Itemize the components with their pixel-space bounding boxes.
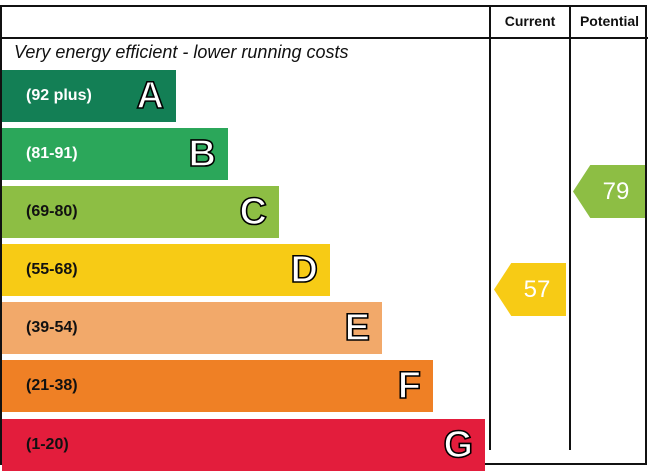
band-bar-d: (55-68) D xyxy=(2,244,330,296)
band-letter: D xyxy=(290,248,319,292)
band-bar-g: (1-20) G xyxy=(2,419,485,471)
band-letter: E xyxy=(344,306,371,350)
potential-column-divider xyxy=(569,5,571,450)
efficiency-caption: Very energy efficient - lower running co… xyxy=(14,42,349,62)
current-rating-arrow: 57 xyxy=(494,263,566,316)
potential-rating-arrow: 79 xyxy=(573,165,645,218)
current-header: Current xyxy=(504,13,556,29)
band-bar-a: (92 plus) A xyxy=(2,70,176,122)
current-column-divider xyxy=(489,5,491,450)
band-range: (21-38) xyxy=(26,377,78,394)
band-letter: B xyxy=(188,132,217,176)
band-range: (92 plus) xyxy=(26,87,92,104)
band-letter: G xyxy=(443,423,474,467)
band-bar-c: (69-80) C xyxy=(2,186,279,238)
potential-header: Potential xyxy=(579,13,640,29)
band-bar-e: (39-54) E xyxy=(2,302,382,354)
band-bar-f: (21-38) F xyxy=(2,360,433,412)
band-letter: C xyxy=(239,190,268,234)
band-range: (55-68) xyxy=(26,261,78,278)
band-range: (81-91) xyxy=(26,145,78,162)
band-bar-b: (81-91) B xyxy=(2,128,228,180)
band-letter: A xyxy=(136,74,165,118)
band-range: (69-80) xyxy=(26,203,78,220)
band-range: (1-20) xyxy=(26,436,69,453)
band-letter: F xyxy=(397,364,422,408)
header-divider xyxy=(0,37,648,39)
band-range: (39-54) xyxy=(26,319,78,336)
